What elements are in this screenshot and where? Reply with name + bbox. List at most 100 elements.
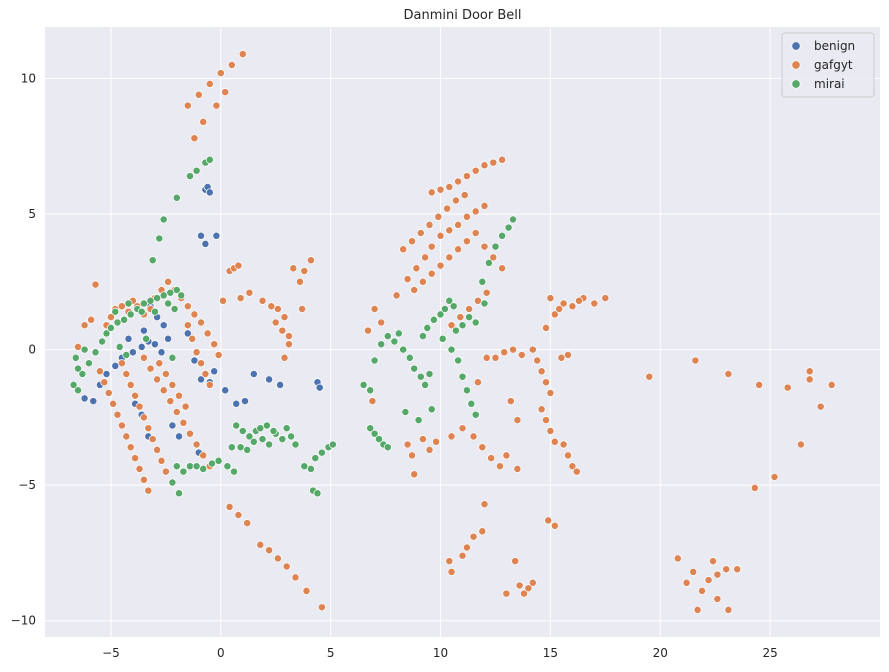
data-point bbox=[414, 416, 423, 425]
data-point bbox=[183, 321, 192, 330]
tick-labels: −5 0 5 10 15 20 25 −10 −5 0 5 10 bbox=[11, 72, 778, 660]
data-point bbox=[216, 69, 225, 78]
data-point bbox=[300, 267, 309, 275]
data-point bbox=[383, 332, 392, 341]
data-point bbox=[462, 172, 471, 181]
data-point bbox=[192, 166, 201, 175]
data-point bbox=[148, 435, 157, 444]
data-point bbox=[199, 451, 208, 460]
data-point bbox=[572, 467, 581, 476]
data-point bbox=[500, 348, 509, 357]
data-point bbox=[408, 237, 416, 246]
data-point bbox=[203, 329, 212, 338]
data-point bbox=[278, 326, 287, 335]
data-point bbox=[181, 402, 190, 411]
data-point bbox=[489, 253, 498, 262]
data-point bbox=[284, 340, 293, 349]
data-point bbox=[238, 50, 247, 59]
data-point bbox=[436, 261, 445, 270]
data-point bbox=[480, 201, 489, 210]
data-point bbox=[280, 313, 289, 322]
data-point bbox=[528, 345, 537, 354]
data-point bbox=[186, 462, 194, 471]
data-point bbox=[210, 340, 219, 349]
data-point bbox=[278, 435, 287, 444]
data-point bbox=[682, 578, 691, 587]
data-point bbox=[478, 443, 487, 452]
data-point bbox=[458, 551, 467, 560]
data-point bbox=[436, 310, 445, 319]
data-point bbox=[146, 364, 155, 373]
data-point bbox=[515, 581, 524, 590]
data-point bbox=[454, 356, 463, 365]
data-point bbox=[401, 408, 410, 416]
data-point bbox=[234, 511, 243, 519]
data-point bbox=[241, 397, 249, 406]
data-point bbox=[713, 570, 722, 579]
data-point bbox=[691, 356, 700, 365]
data-point bbox=[480, 242, 489, 251]
data-point bbox=[153, 445, 162, 454]
data-point bbox=[498, 264, 507, 273]
data-point bbox=[74, 342, 82, 351]
data-point bbox=[161, 370, 170, 378]
data-point bbox=[273, 305, 282, 313]
data-point bbox=[438, 334, 447, 343]
data-point bbox=[471, 166, 480, 175]
data-point bbox=[164, 334, 173, 343]
data-point bbox=[192, 348, 201, 357]
data-point bbox=[273, 554, 282, 563]
data-point bbox=[423, 323, 432, 332]
data-point bbox=[164, 277, 173, 286]
data-point bbox=[559, 440, 568, 449]
data-point bbox=[713, 595, 722, 603]
data-point bbox=[95, 367, 104, 376]
data-point bbox=[243, 519, 252, 528]
data-point bbox=[364, 326, 372, 335]
data-point bbox=[434, 212, 443, 221]
data-point bbox=[113, 410, 122, 419]
data-point bbox=[445, 296, 454, 305]
data-point bbox=[100, 378, 109, 387]
data-point bbox=[230, 467, 238, 476]
data-point bbox=[219, 296, 227, 305]
data-point bbox=[410, 286, 419, 294]
data-point bbox=[456, 313, 465, 322]
y-tick-label: −5 bbox=[18, 478, 36, 492]
data-point bbox=[295, 277, 304, 286]
data-point bbox=[317, 448, 326, 457]
data-point bbox=[159, 291, 168, 300]
data-point bbox=[462, 237, 471, 246]
data-point bbox=[161, 467, 170, 476]
data-point bbox=[590, 299, 599, 308]
data-point bbox=[383, 443, 392, 452]
data-point bbox=[550, 437, 559, 446]
data-point bbox=[245, 288, 254, 297]
data-point bbox=[201, 370, 210, 378]
data-point bbox=[458, 424, 467, 433]
data-point bbox=[546, 427, 555, 435]
data-point bbox=[265, 546, 274, 555]
data-point bbox=[462, 543, 471, 552]
data-point bbox=[394, 329, 403, 338]
data-point bbox=[139, 475, 148, 484]
data-point bbox=[509, 215, 517, 224]
legend-label: benign bbox=[814, 39, 855, 53]
data-point bbox=[192, 462, 201, 471]
data-point bbox=[144, 486, 153, 495]
data-point bbox=[504, 223, 513, 232]
data-point bbox=[122, 351, 131, 359]
data-point bbox=[232, 399, 241, 408]
data-point bbox=[172, 286, 181, 294]
data-point bbox=[410, 470, 419, 479]
data-point bbox=[370, 305, 379, 313]
data-point bbox=[392, 291, 401, 300]
data-point bbox=[150, 307, 159, 316]
data-point bbox=[144, 424, 153, 433]
data-point bbox=[287, 432, 296, 441]
data-point bbox=[425, 220, 434, 229]
data-point bbox=[458, 372, 467, 381]
data-point bbox=[197, 318, 205, 327]
data-point bbox=[139, 353, 148, 362]
data-point bbox=[564, 451, 572, 460]
